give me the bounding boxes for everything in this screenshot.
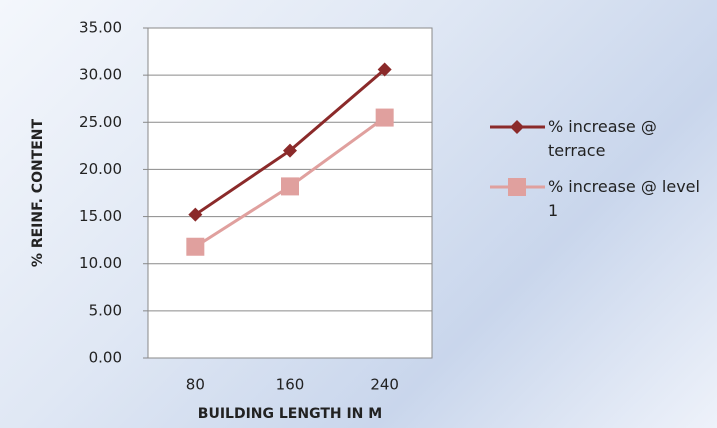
x-tick-label: 80 — [186, 376, 205, 394]
point — [508, 178, 526, 196]
y-tick-label: 0.00 — [89, 349, 122, 367]
y-tick-label: 35.00 — [79, 19, 122, 37]
y-tick-label: 15.00 — [79, 207, 122, 225]
point — [186, 237, 205, 256]
x-tick-label: 240 — [370, 376, 399, 394]
y-tick-label: 30.00 — [79, 66, 122, 84]
point — [283, 143, 297, 158]
y-tick-label: 25.00 — [79, 113, 122, 131]
y-tick-label: 10.00 — [79, 254, 122, 272]
x-axis-title: BUILDING LENGTH IN M — [198, 406, 382, 422]
y-axis-title: % REINF. CONTENT — [30, 118, 46, 267]
y-tick-label: 5.00 — [89, 301, 122, 319]
legend-label: % increase @ level 1 — [548, 177, 700, 220]
legend-label: % increase @ terrace — [548, 117, 657, 160]
point — [377, 62, 392, 77]
point — [510, 120, 524, 134]
y-tick-label: 20.00 — [79, 160, 122, 178]
point — [188, 207, 203, 222]
point — [375, 108, 394, 127]
point — [281, 177, 299, 196]
x-tick-label: 160 — [276, 376, 305, 394]
